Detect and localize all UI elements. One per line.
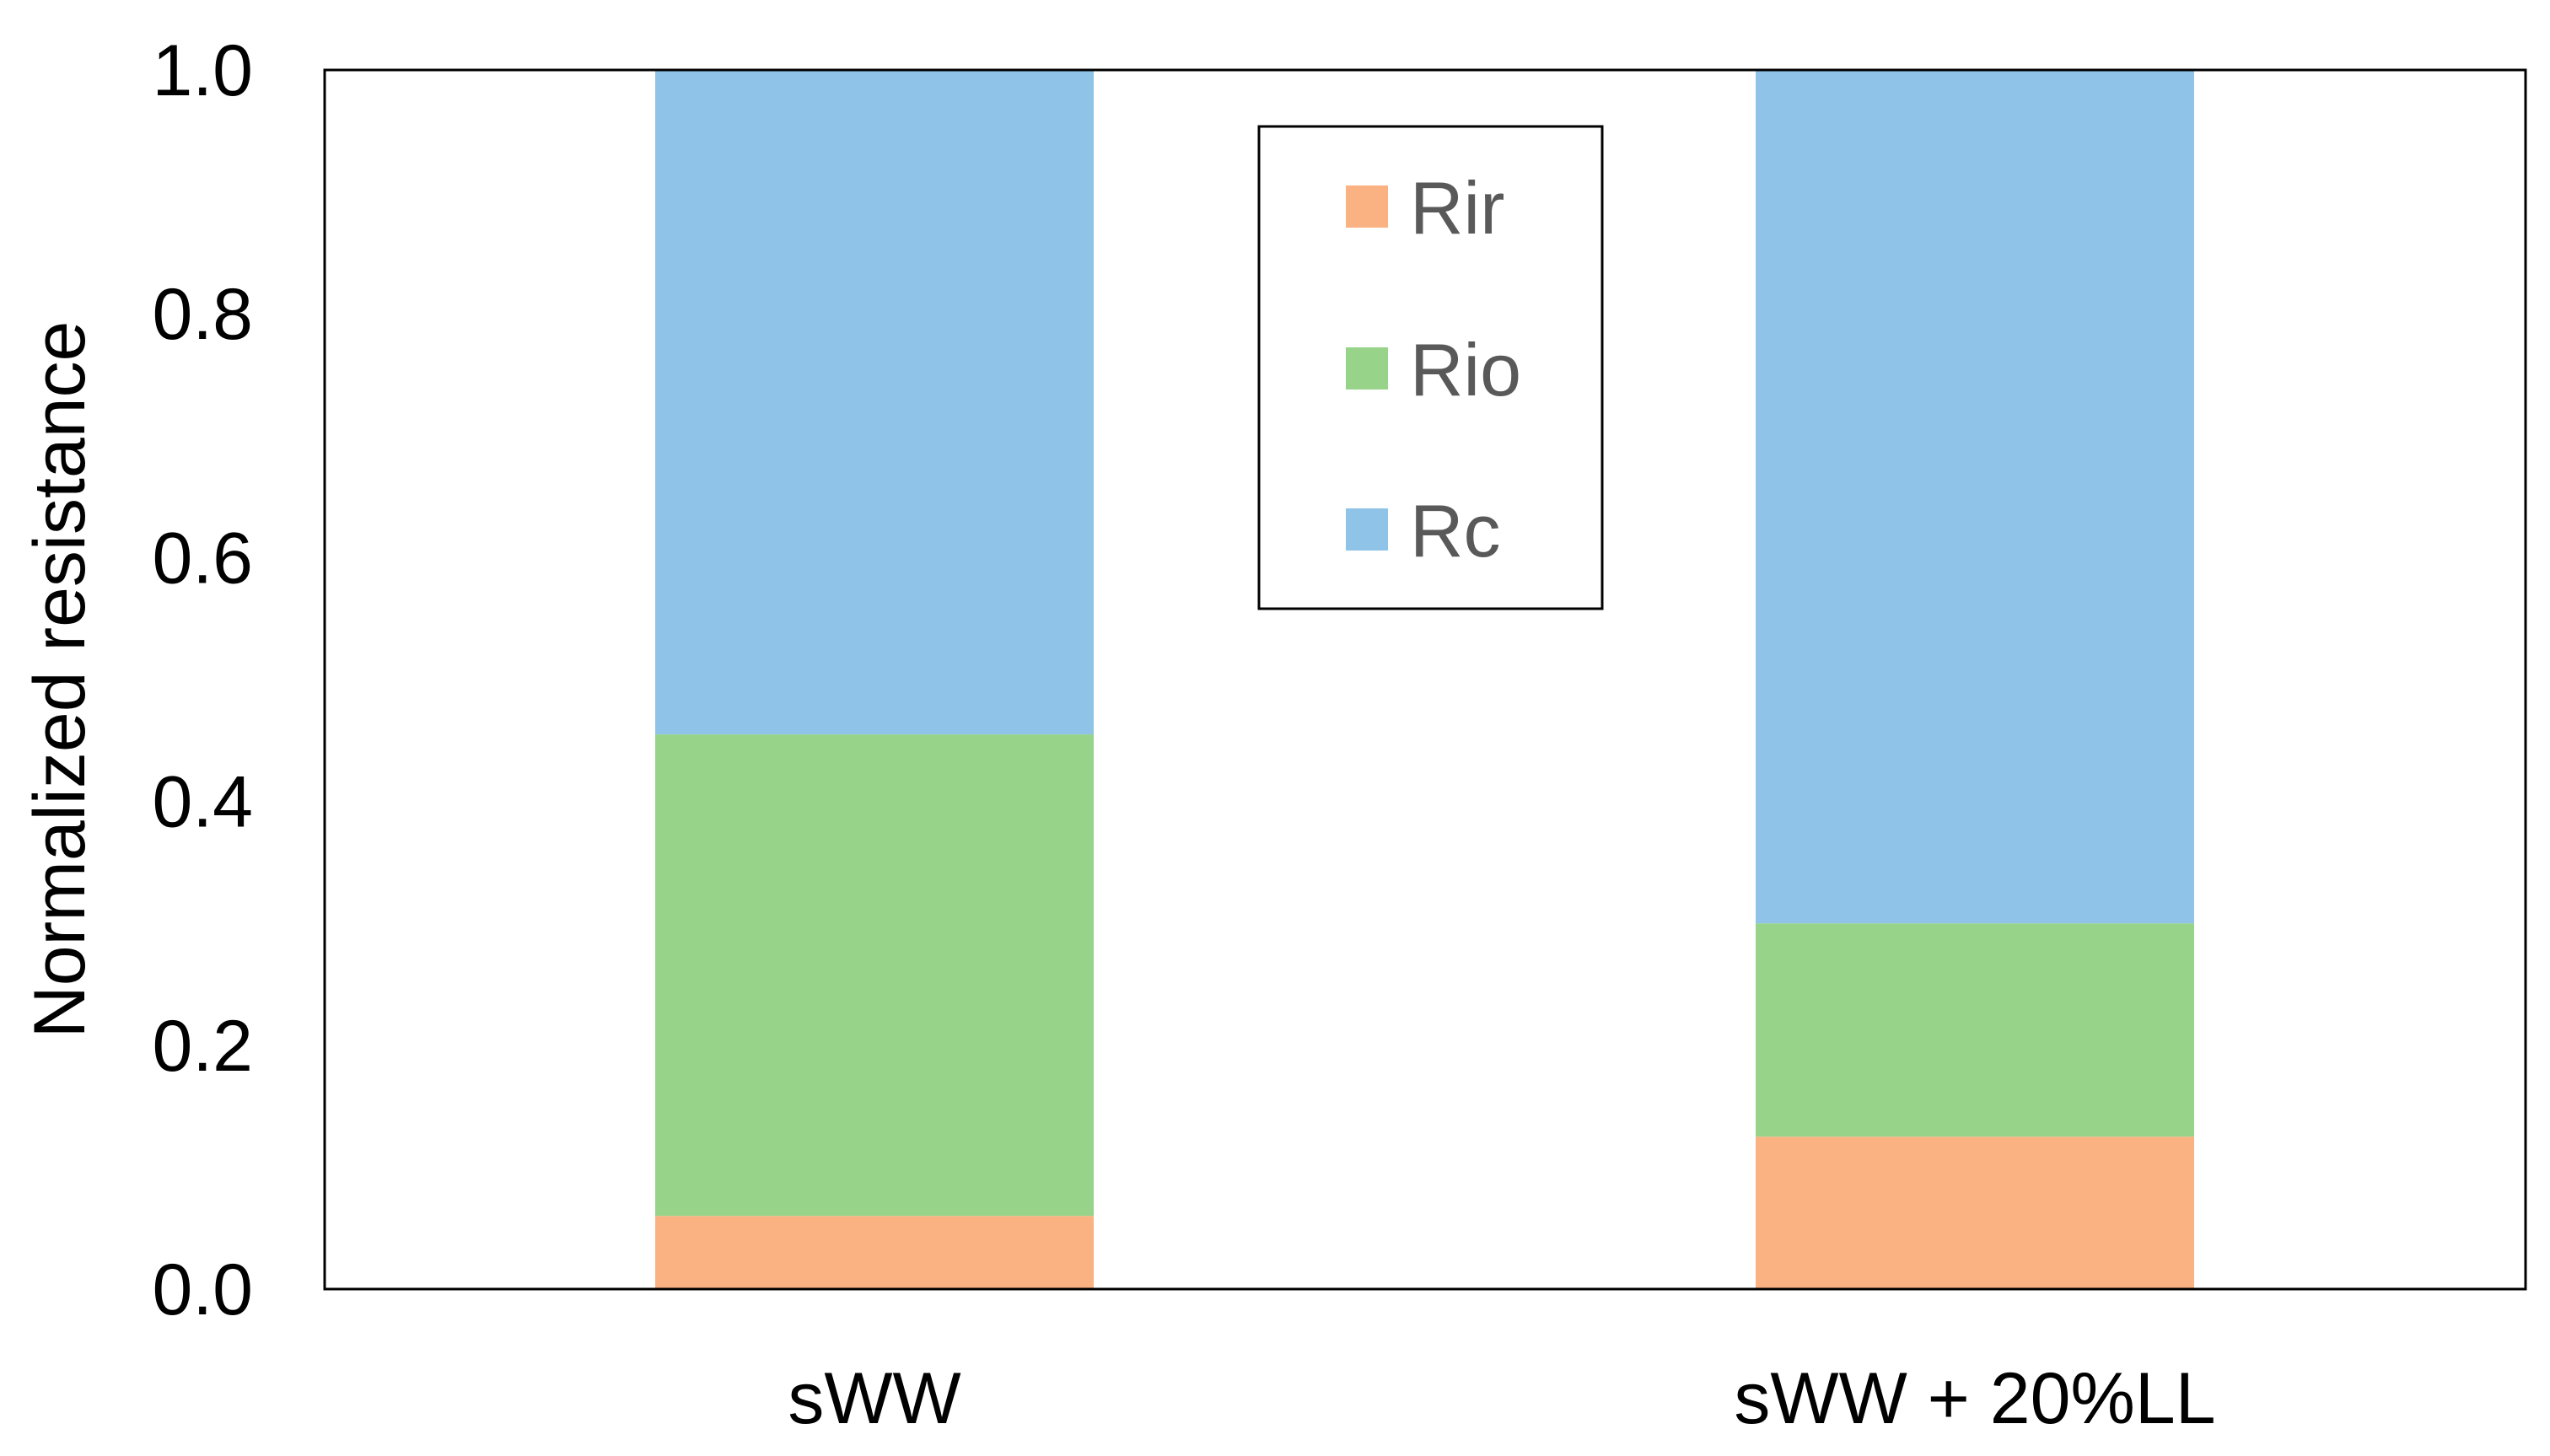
- bar-segment-rir-2: [1756, 1136, 2194, 1289]
- legend: Rir Rio Rc: [1257, 125, 1604, 610]
- plot-area-frame: [323, 68, 2527, 1291]
- bar-segment-rc-2: [1756, 70, 2194, 924]
- y-tick-label: 0.6: [152, 518, 253, 599]
- x-tick-labels: sWW sWW + 20%LL: [788, 1358, 2215, 1439]
- legend-label-rir: Rir: [1410, 166, 1504, 250]
- x-tick-label: sWW: [788, 1358, 960, 1439]
- y-tick-label: 1.0: [152, 30, 253, 111]
- y-tick-label: 0.4: [152, 762, 253, 843]
- bar-segment-rir-1: [655, 1216, 1094, 1289]
- legend-swatch-rc: [1346, 508, 1388, 551]
- legend-items: Rir Rio Rc: [1346, 166, 1521, 572]
- y-tick-labels: 0.0 0.2 0.4 0.6 0.8 1.0: [152, 30, 253, 1330]
- legend-label-rc: Rc: [1410, 489, 1501, 572]
- y-tick-label: 0.0: [152, 1249, 253, 1330]
- legend-label-rio: Rio: [1410, 328, 1521, 411]
- x-tick-label: sWW + 20%LL: [1734, 1358, 2215, 1439]
- legend-frame: [1257, 125, 1604, 610]
- y-tick-label: 0.8: [152, 274, 253, 355]
- bars-layer: [655, 70, 2194, 1289]
- bar-segment-rio-1: [655, 734, 1094, 1217]
- bar-segment-rio-2: [1756, 923, 2194, 1137]
- y-tick-label: 0.2: [152, 1006, 253, 1087]
- bar-segment-rc-1: [655, 70, 1094, 735]
- legend-swatch-rio: [1346, 347, 1388, 390]
- y-axis-label: Normalized resistance: [19, 321, 100, 1039]
- legend-swatch-rir: [1346, 185, 1388, 228]
